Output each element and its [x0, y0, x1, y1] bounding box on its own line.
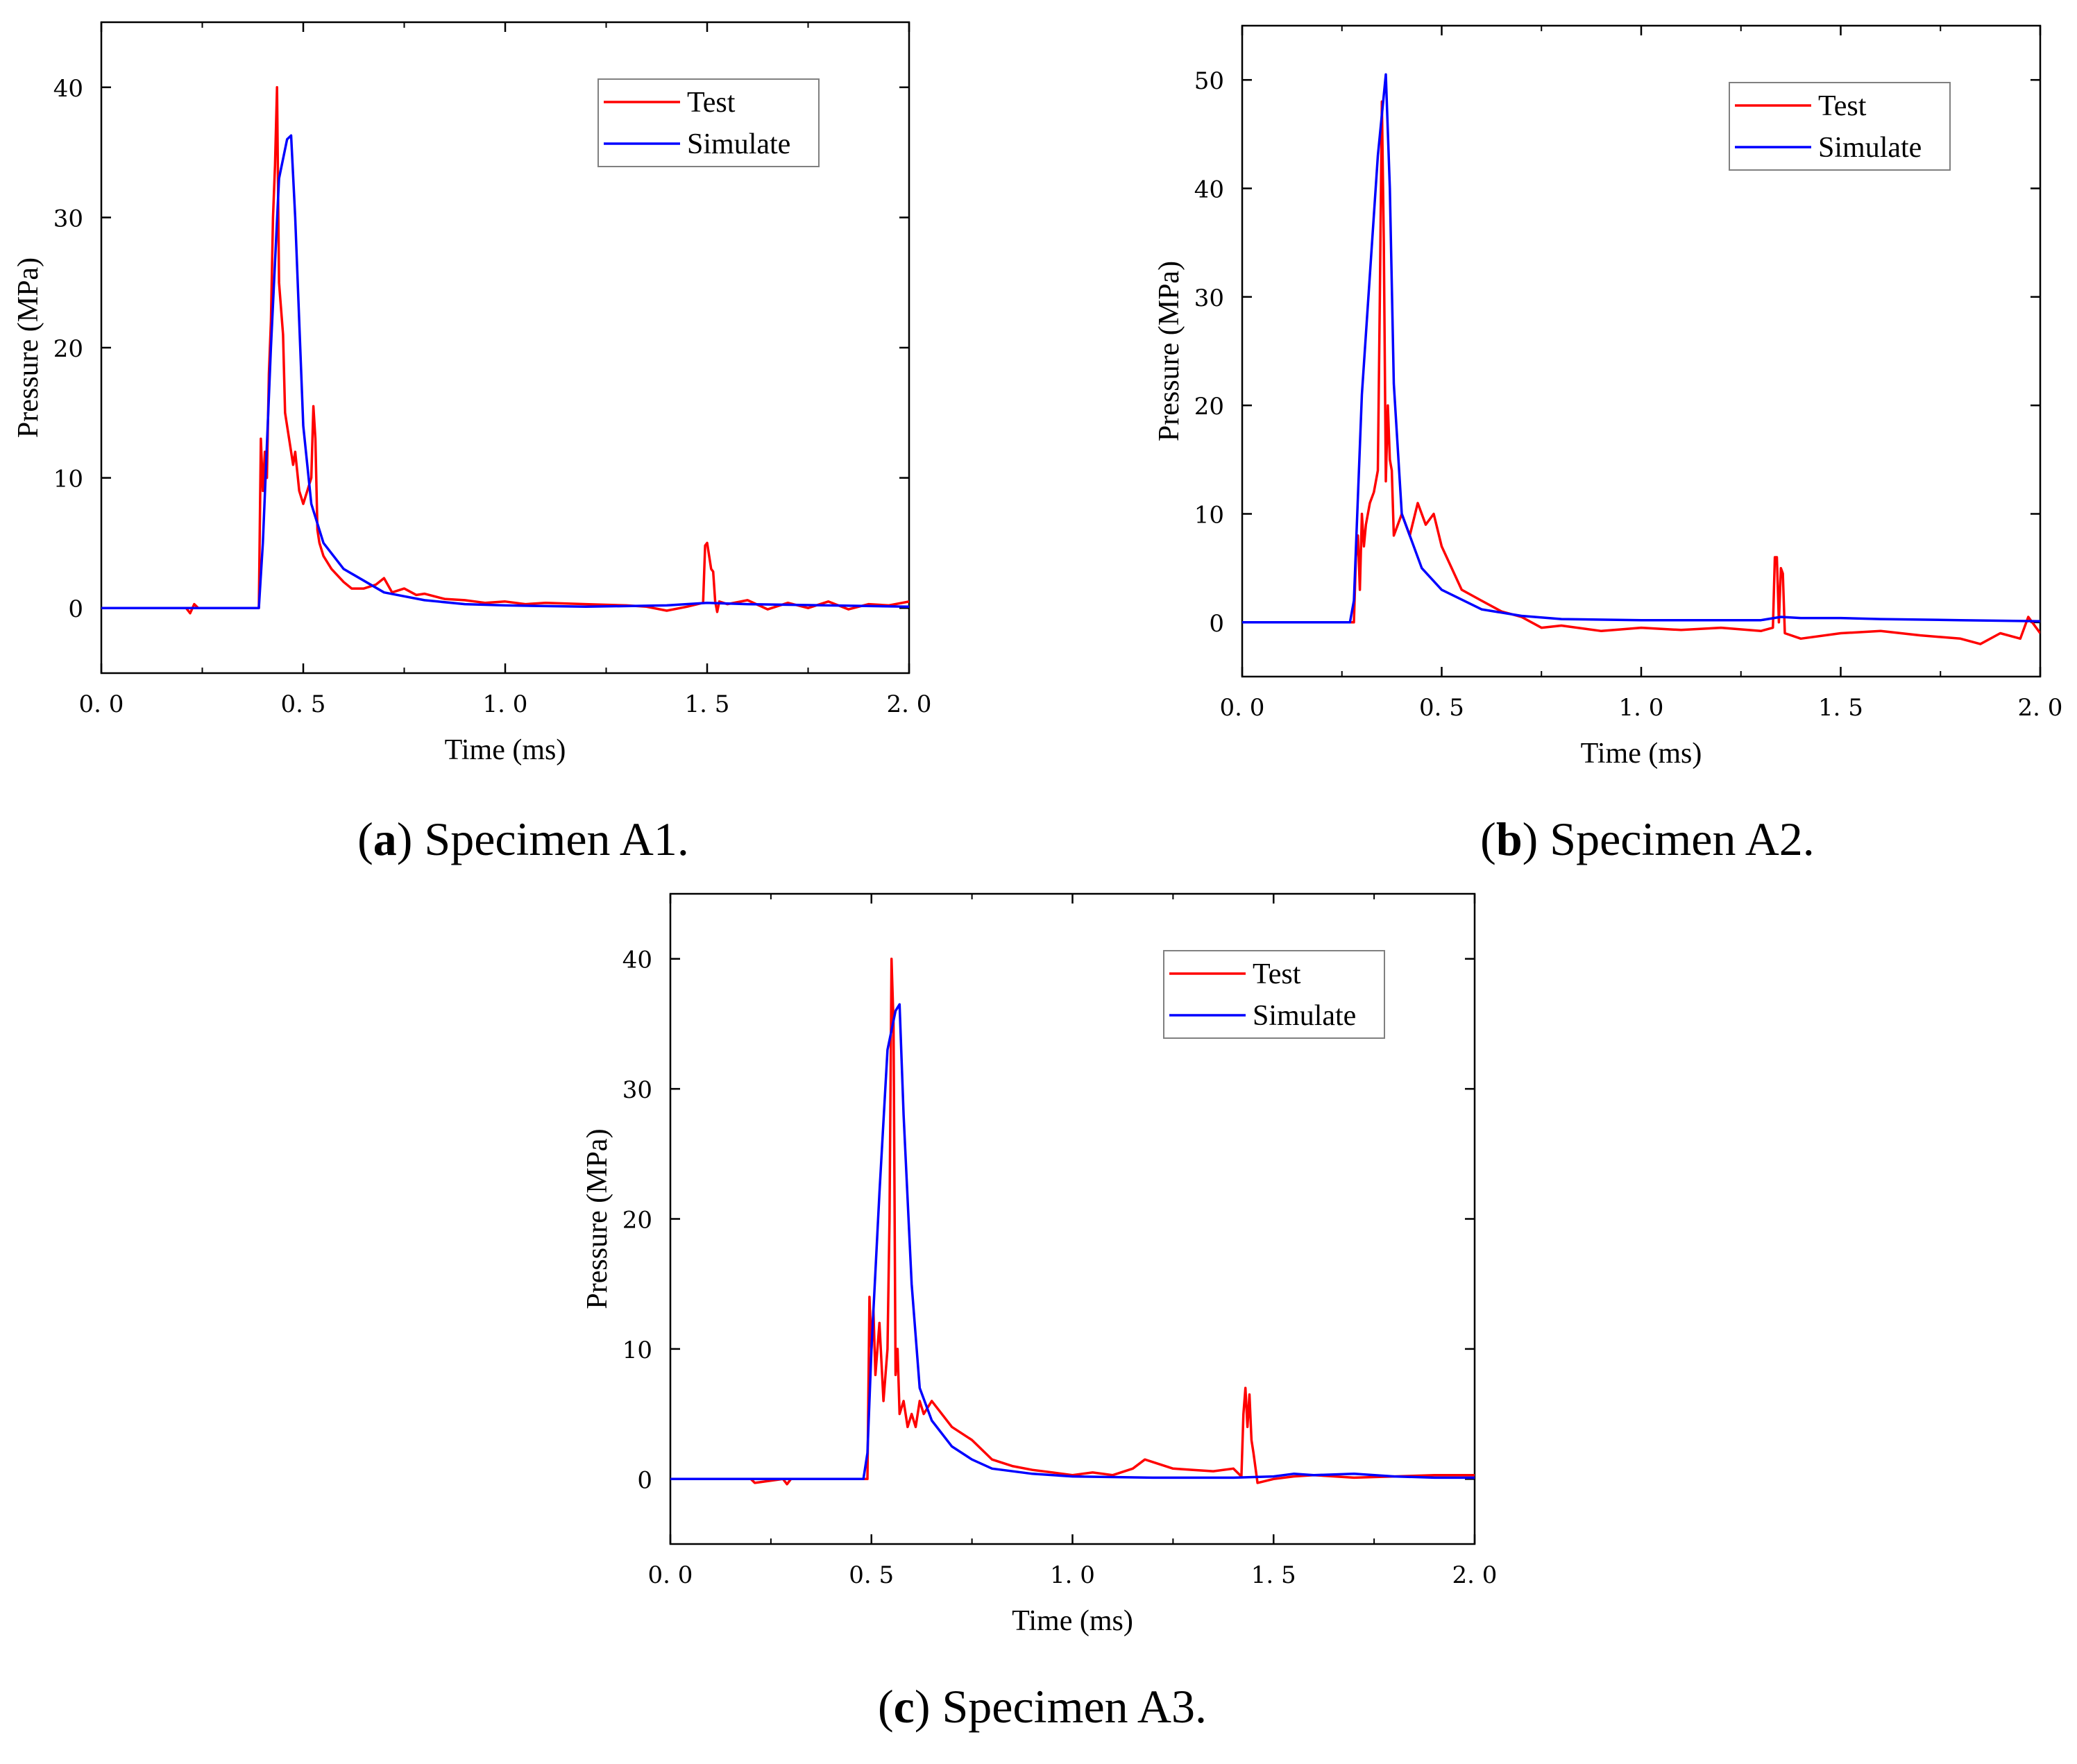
- y-tick-label: 40: [622, 947, 652, 974]
- y-tick-label: 20: [622, 1207, 652, 1235]
- y-tick-label: 30: [53, 205, 83, 232]
- y-tick-label: 0: [637, 1466, 652, 1494]
- x-tick-label: 1. 5: [1818, 694, 1863, 722]
- figure-caption: (b) Specimen A2.: [1480, 813, 1815, 865]
- y-axis-title: Pressure (MPa): [582, 1128, 613, 1309]
- figure-caption: (c) Specimen A3.: [878, 1680, 1207, 1733]
- y-axis-title: Pressure (MPa): [1153, 261, 1185, 441]
- x-axis-title: Time (ms): [445, 734, 566, 766]
- x-tick-label: 0. 5: [1419, 694, 1464, 722]
- y-tick-label: 40: [53, 75, 83, 103]
- legend: Test Simulate: [1729, 82, 1951, 171]
- y-tick-label: 10: [1194, 502, 1224, 529]
- y-tick-label: 0: [1209, 610, 1224, 638]
- series-line-simulate: [670, 1003, 1475, 1481]
- x-tick-label: 2. 0: [1452, 1561, 1498, 1589]
- x-tick-label: 1. 5: [685, 690, 730, 718]
- y-tick-label: 30: [622, 1076, 652, 1104]
- legend: Test Simulate: [1163, 950, 1385, 1039]
- y-tick-label: 50: [1194, 67, 1224, 95]
- legend-label-test: Test: [687, 87, 736, 119]
- x-tick-label: 0. 0: [79, 690, 124, 718]
- y-tick-label: 0: [68, 595, 83, 623]
- x-tick-label: 0. 5: [849, 1561, 894, 1589]
- y-tick-label: 40: [1194, 176, 1224, 204]
- figure-caption: (a) Specimen A1.: [357, 813, 689, 865]
- chart-panel-c: 0. 0 0. 5 1. 0 1. 5 2. 0 0 10 20 30 40 Time (ms) Pr…: [582, 892, 1498, 1733]
- x-axis-title: Time (ms): [1012, 1605, 1133, 1637]
- legend-box: [597, 78, 820, 167]
- legend-label-simulate: Simulate: [1818, 132, 1922, 164]
- y-tick-label: 20: [53, 335, 83, 363]
- y-tick-label: 30: [1194, 285, 1224, 312]
- legend-box: [1729, 82, 1951, 171]
- chart-panel-a: 0. 0 0. 5 1. 0 1. 5 2. 0 0 10 20 30 40 Time (ms) Pr…: [12, 21, 932, 865]
- x-tick-label: 0. 0: [648, 1561, 693, 1589]
- x-tick-label: 1. 5: [1251, 1561, 1296, 1589]
- x-tick-label: 1. 0: [1619, 694, 1664, 722]
- legend-label-simulate: Simulate: [1253, 1000, 1356, 1032]
- series-line-test: [1242, 100, 2040, 645]
- legend-label-test: Test: [1818, 90, 1867, 122]
- x-tick-label: 0. 5: [281, 690, 326, 718]
- x-tick-label: 2. 0: [887, 690, 932, 718]
- x-tick-label: 0. 0: [1220, 694, 1265, 722]
- legend-label-test: Test: [1253, 958, 1301, 990]
- series-line-simulate: [1242, 73, 2040, 624]
- y-tick-label: 20: [1194, 393, 1224, 421]
- legend-box: [1163, 950, 1385, 1039]
- y-axis-title: Pressure (MPa): [12, 257, 44, 438]
- x-axis-title: Time (ms): [1581, 738, 1702, 770]
- y-tick-label: 10: [622, 1337, 652, 1364]
- series-line-simulate: [101, 134, 909, 609]
- x-tick-label: 1. 0: [1050, 1561, 1095, 1589]
- legend-label-simulate: Simulate: [687, 128, 790, 160]
- legend: Test Simulate: [597, 78, 820, 167]
- chart-panel-b: 0. 0 0. 5 1. 0 1. 5 2. 0 0 10 20 30 40 50 Time (ms)…: [1153, 24, 2063, 865]
- y-tick-label: 10: [53, 466, 83, 493]
- x-tick-label: 1. 0: [483, 690, 528, 718]
- x-tick-label: 2. 0: [2018, 694, 2063, 722]
